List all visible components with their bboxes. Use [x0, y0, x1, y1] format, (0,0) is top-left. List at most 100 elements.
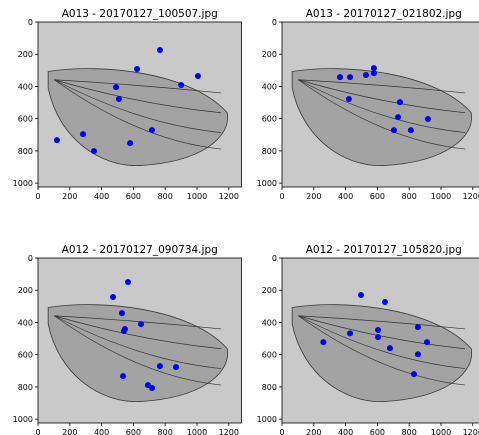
subplot: A012 - 20170127_090734.jpg 0 200 400 600 800 1… [13, 244, 242, 435]
point [375, 334, 382, 341]
point [120, 373, 127, 380]
point [172, 364, 179, 371]
y-tick-label: 200 [18, 286, 33, 295]
y-tick-label: 600 [18, 115, 33, 124]
x-tick-label: 1200 [219, 428, 239, 435]
subplot: A012 - 20170127_105820.jpg 0 200 400 600 800 1… [257, 244, 479, 435]
x-tick-label: 0 [279, 192, 284, 201]
x-tick-label: 0 [35, 192, 40, 201]
point [395, 114, 402, 121]
y-tick-label: 0 [28, 18, 33, 27]
x-tick-label: 0 [35, 428, 40, 435]
point [424, 116, 431, 123]
x-tick-label: 800 [402, 192, 417, 201]
point [396, 99, 403, 106]
y-tick-label: 800 [18, 147, 33, 156]
wing-vein [298, 79, 466, 150]
point [110, 293, 117, 300]
x-tick-label: 200 [306, 192, 321, 201]
wing-vein [298, 315, 466, 369]
axes-frame [281, 21, 479, 188]
x-tick-label: 600 [370, 428, 385, 435]
subplot-title: A013 - 20170127_021802.jpg [306, 8, 462, 20]
point [414, 351, 421, 358]
y-tick-label: 200 [262, 50, 277, 59]
subplot-title: A013 - 20170127_100507.jpg [62, 8, 218, 20]
point [124, 279, 131, 286]
x-tick-label: 800 [158, 428, 173, 435]
x-tick-label: 400 [94, 192, 109, 201]
wing-shape [47, 304, 228, 402]
point [390, 127, 397, 134]
point [345, 96, 352, 103]
y-tick-label: 600 [262, 351, 277, 360]
point [382, 298, 389, 305]
wing-shape [291, 304, 472, 402]
y-tick-label: 800 [262, 383, 277, 392]
y-tick-label: 1000 [13, 179, 33, 188]
y-tick-label: 600 [262, 115, 277, 124]
y-tick-label: 1000 [257, 179, 277, 188]
wing-vein [298, 315, 466, 330]
point [337, 74, 344, 81]
point [53, 137, 60, 144]
point [194, 72, 201, 79]
point [79, 131, 86, 138]
axes-frame [37, 21, 242, 188]
point [370, 65, 377, 72]
point [358, 292, 365, 299]
y-tick-label: 1000 [257, 415, 277, 424]
subplot: A013 - 20170127_100507.jpg 0 200 400 600 800 1… [13, 8, 242, 201]
x-tick-label: 400 [94, 428, 109, 435]
point [370, 70, 377, 77]
wing-vein [54, 79, 222, 94]
point [375, 327, 382, 334]
y-tick-label: 0 [28, 254, 33, 263]
point [127, 140, 134, 147]
point [156, 363, 163, 370]
point [113, 84, 120, 91]
y-tick-label: 400 [262, 82, 277, 91]
y-tick-label: 0 [272, 18, 277, 27]
point [148, 385, 155, 392]
point [407, 127, 414, 134]
point [121, 327, 128, 334]
subplot-title: A012 - 20170127_105820.jpg [306, 244, 462, 256]
wing-vein [298, 79, 466, 114]
wing-vein [298, 79, 466, 94]
point [414, 324, 421, 331]
subplot: A013 - 20170127_021802.jpg 0 200 400 600 800 1… [257, 8, 479, 201]
point [347, 330, 354, 337]
x-tick-label: 1200 [463, 428, 479, 435]
point [386, 345, 393, 352]
point [362, 72, 369, 79]
wing-vein [54, 315, 222, 350]
x-tick-label: 200 [306, 428, 321, 435]
point [138, 321, 145, 328]
wing-vein [54, 315, 222, 369]
x-tick-label: 0 [279, 428, 284, 435]
wing-vein [54, 315, 222, 330]
y-tick-label: 0 [272, 254, 277, 263]
x-tick-label: 1000 [431, 192, 451, 201]
point [156, 47, 163, 54]
wing-vein [54, 315, 222, 386]
y-tick-label: 800 [18, 383, 33, 392]
y-tick-label: 800 [262, 147, 277, 156]
x-tick-label: 200 [62, 192, 77, 201]
x-tick-label: 800 [402, 428, 417, 435]
point [90, 148, 97, 155]
x-tick-label: 400 [338, 428, 353, 435]
point [423, 339, 430, 346]
y-tick-label: 400 [18, 82, 33, 91]
wing-shape [47, 68, 228, 166]
x-tick-label: 1000 [431, 428, 451, 435]
x-tick-label: 200 [62, 428, 77, 435]
y-tick-label: 600 [18, 351, 33, 360]
axes-frame [37, 257, 242, 424]
x-tick-label: 1000 [187, 192, 207, 201]
point [148, 127, 155, 134]
wing-vein [54, 79, 222, 114]
point [115, 96, 122, 103]
